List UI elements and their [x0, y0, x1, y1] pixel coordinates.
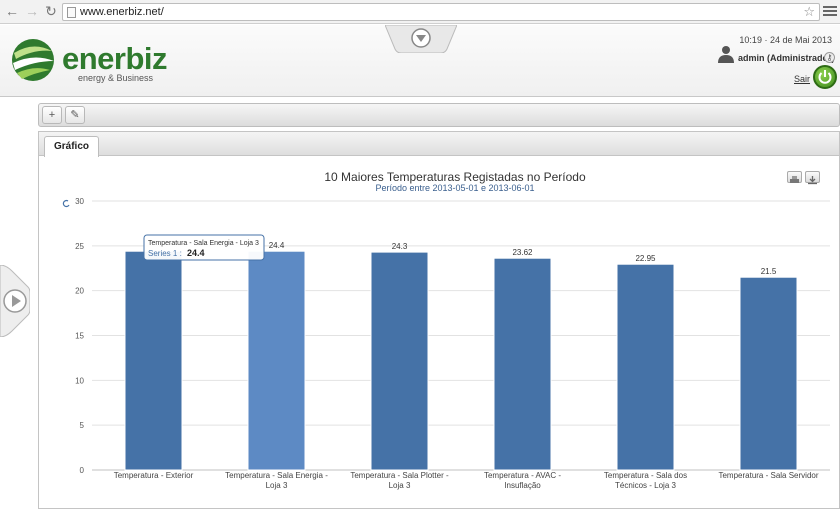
data-label: 24.3 [392, 242, 408, 251]
y-tick-label: 20 [75, 287, 84, 296]
print-icon [790, 176, 799, 183]
data-label: 24.4 [269, 241, 285, 250]
chart-subtitle: Período entre 2013-05-01 e 2013-06-01 [375, 183, 534, 193]
tooltip-box [143, 234, 265, 261]
y-tick-label: 30 [75, 197, 84, 206]
reset-zoom-icon [62, 199, 70, 208]
add-button[interactable]: + [42, 106, 62, 124]
x-tick-label: Loja 3 [266, 481, 288, 490]
y-tick-label: 25 [75, 242, 84, 251]
enerbiz-logo-icon [12, 39, 54, 81]
url-text: www.enerbiz.net/ [80, 6, 164, 18]
dashboard-toolbar: + ✎ [38, 103, 840, 127]
bar [493, 257, 552, 471]
download-icon [808, 176, 817, 185]
print-button[interactable] [787, 171, 802, 183]
reload-icon[interactable]: ↻ [45, 3, 57, 19]
bar [370, 251, 429, 471]
y-tick-label: 15 [75, 332, 84, 341]
x-tick-label: Temperatura - Sala dos [604, 471, 687, 480]
x-tick-label: Temperatura - Sala Servidor [718, 471, 818, 480]
chevron-down-icon [416, 35, 426, 42]
user-name: admin (Administrador) [738, 53, 835, 63]
logo-tagline: energy & Business [78, 73, 154, 83]
address-bar[interactable]: www.enerbiz.net/ ☆ [62, 3, 820, 21]
key-icon[interactable]: ⚷ [824, 52, 835, 63]
page-icon [67, 7, 76, 18]
power-icon[interactable] [813, 65, 837, 89]
logo-name: enerbiz [62, 41, 168, 76]
x-tick-label: Técnicos - Loja 3 [615, 481, 676, 490]
app-header: enerbiz energy & Business 10:19 · 24 de … [0, 25, 840, 97]
data-label: 22.95 [635, 254, 656, 263]
x-tick-label: Temperatura - Sala Plotter - [350, 471, 449, 480]
back-icon[interactable]: ← [5, 3, 19, 19]
x-tick-label: Temperatura - Exterior [114, 471, 194, 480]
current-datetime: 10:19 · 24 de Mai 2013 [739, 35, 832, 45]
bar [247, 250, 306, 471]
menu-icon[interactable] [823, 4, 837, 18]
chart: 10 Maiores Temperaturas Registadas no Pe… [62, 170, 830, 490]
tab-strip: Gráfico [39, 132, 839, 157]
collapse-header-tab[interactable] [385, 25, 457, 53]
tooltip-series-label: Series 1 : [148, 249, 182, 258]
x-tick-label: Loja 3 [389, 481, 411, 490]
x-tick-label: Temperatura - Sala Energia - [225, 471, 328, 480]
side-panel-toggle[interactable] [0, 265, 30, 337]
data-label: 21.5 [761, 267, 777, 276]
y-tick-label: 0 [80, 466, 85, 475]
data-label: 23.62 [512, 248, 533, 257]
x-tick-label: Temperatura - AVAC - [484, 471, 561, 480]
bar [739, 276, 798, 471]
y-tick-label: 5 [80, 421, 85, 430]
bookmark-star-icon[interactable]: ☆ [803, 4, 815, 19]
tooltip-value: 24.4 [187, 248, 205, 258]
tooltip-title: Temperatura - Sala Energia - Loja 3 [148, 240, 259, 247]
settings-button[interactable]: ✎ [65, 106, 85, 124]
download-button[interactable] [805, 171, 820, 185]
bar [616, 263, 675, 471]
forward-icon[interactable]: → [25, 3, 39, 19]
bar [124, 250, 183, 471]
user-icon [718, 46, 734, 63]
browser-toolbar: ← → ↻ www.enerbiz.net/ ☆ [0, 0, 840, 24]
tab-grafico[interactable]: Gráfico [44, 136, 100, 157]
chart-title: 10 Maiores Temperaturas Registadas no Pe… [324, 170, 586, 184]
play-icon [12, 295, 21, 307]
x-tick-label: Insuflação [504, 481, 541, 490]
y-tick-label: 10 [75, 376, 84, 385]
logout-link[interactable]: Sair [794, 74, 811, 84]
